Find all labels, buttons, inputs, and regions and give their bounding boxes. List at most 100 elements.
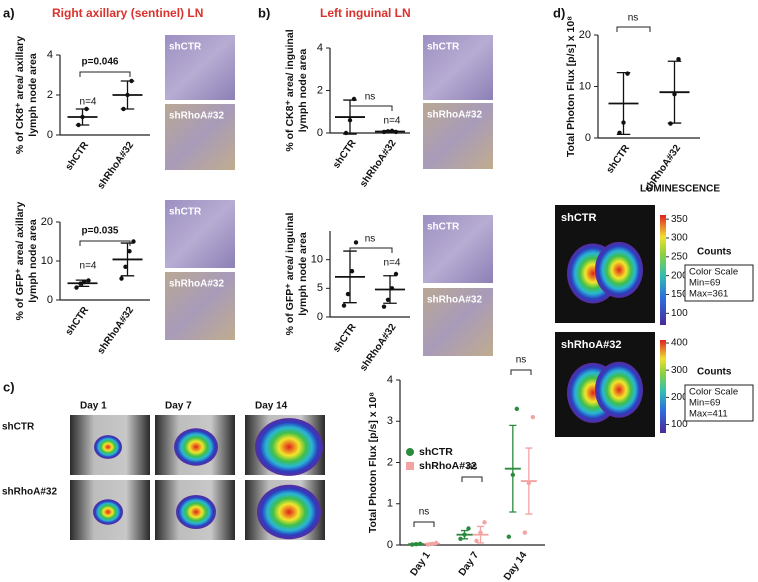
x-tick-label: shRhoA#32 [358, 138, 399, 190]
counts-label: Counts [697, 367, 732, 378]
data-point [129, 78, 134, 84]
x-tick-label: Day 1 [408, 550, 433, 579]
data-point [425, 542, 431, 547]
y-tick-label: 20 [579, 29, 591, 41]
y-tick-label: 4 [47, 49, 53, 61]
y-axis-label: Total Photon Flux [p/s] x 10⁸ [565, 16, 577, 157]
y-tick-label: 0 [47, 294, 53, 306]
data-point [510, 472, 516, 478]
annotation: p=0.035 [82, 226, 119, 237]
data-point [429, 541, 435, 546]
micrograph [423, 35, 493, 100]
data-point [417, 541, 423, 546]
colorbar-tick-label: 250 [671, 251, 688, 262]
x-tick-label: Day 14 [502, 550, 530, 582]
scale-box-text: Min=69 [689, 398, 720, 409]
data-point [353, 240, 359, 245]
data-point [393, 271, 399, 277]
annotation: n=4 [80, 97, 97, 108]
data-point [506, 534, 512, 539]
y-tick-label: 2 [317, 84, 323, 96]
x-tick-label: shRhoA#32 [96, 140, 137, 192]
signal [257, 484, 321, 540]
y-tick-label: 1 [387, 498, 393, 510]
row-label: shCTR [2, 422, 35, 433]
data-point [125, 92, 130, 98]
x-tick-label: shCTR [605, 142, 633, 175]
y-axis-label: lymph node area [27, 219, 39, 303]
luminescence-title: LUMINESCENCE [640, 184, 720, 195]
data-point [131, 239, 136, 244]
bracket [79, 71, 131, 77]
colorbar-tick-label: 100 [671, 308, 688, 319]
bracket [616, 26, 651, 32]
data-point [514, 406, 520, 412]
data-point [381, 304, 387, 309]
panel-label: a) [3, 5, 15, 20]
day-label: Day 1 [80, 401, 107, 412]
y-tick-label: 0 [317, 127, 323, 139]
panel-label: b) [258, 5, 270, 20]
y-tick-label: 5 [317, 282, 323, 294]
data-point [385, 297, 391, 302]
image-label: shRhoA#32 [561, 339, 622, 351]
micrograph [423, 215, 493, 283]
data-point [385, 129, 391, 134]
bracket [461, 476, 483, 482]
day-label: Day 14 [255, 401, 288, 412]
colorbar-tick-label: 350 [671, 214, 688, 225]
data-point [668, 121, 673, 126]
micrograph-label: shCTR [169, 207, 202, 218]
signal [595, 361, 643, 418]
legend-label: shRhoA#32 [419, 460, 477, 472]
bracket [349, 105, 393, 111]
legend-label: shCTR [419, 446, 453, 458]
data-point [127, 249, 132, 254]
data-point [78, 281, 83, 286]
signal [176, 495, 216, 529]
x-tick-label: Day 7 [457, 550, 482, 579]
data-point [676, 57, 681, 62]
data-point [393, 129, 399, 135]
signal [255, 418, 323, 476]
micrograph [423, 288, 493, 356]
y-axis-label: % of CK8⁺ area/ inguinal [284, 29, 296, 151]
colorbar-tick-label: 300 [671, 365, 688, 376]
x-tick-label: shCTR [64, 304, 92, 337]
y-axis-label: % of CK8⁺ area/ axillary [14, 36, 26, 154]
annotation: ns [419, 507, 430, 518]
annotation: ns [467, 462, 478, 473]
row-label: shRhoA#32 [2, 487, 57, 498]
data-point [82, 279, 87, 285]
legend-marker [406, 448, 414, 456]
micrograph-label: shCTR [169, 42, 202, 53]
x-tick-label: shCTR [331, 321, 359, 354]
data-point [343, 130, 349, 136]
panel-label: c) [3, 379, 15, 394]
data-point [121, 106, 126, 112]
data-point [347, 118, 353, 123]
panel-title: Left inguinal LN [320, 6, 411, 20]
annotation: n=4 [384, 258, 401, 269]
y-tick-label: 2 [47, 89, 53, 101]
x-tick-label: shCTR [331, 137, 359, 170]
data-point [462, 532, 467, 537]
colorbar-tick-label: 400 [671, 338, 688, 349]
micrograph [165, 272, 235, 340]
micrograph-label: shRhoA#32 [169, 279, 224, 290]
data-point [621, 120, 626, 125]
annotation: ns [365, 234, 376, 245]
data-point [522, 530, 528, 535]
signal [174, 428, 218, 466]
annotation: ns [628, 13, 639, 24]
scale-box-text: Max=411 [689, 409, 728, 420]
scale-box-text: Color Scale [689, 387, 738, 398]
bracket [349, 247, 393, 253]
annotation: ns [516, 355, 527, 366]
y-axis-label: lymph node area [27, 53, 39, 137]
colorbar-tick-label: 300 [671, 233, 688, 244]
data-point [84, 106, 89, 112]
colorbar-tick-label: 200 [671, 392, 688, 403]
micrograph-label: shRhoA#32 [169, 111, 224, 122]
micrograph [165, 104, 235, 170]
